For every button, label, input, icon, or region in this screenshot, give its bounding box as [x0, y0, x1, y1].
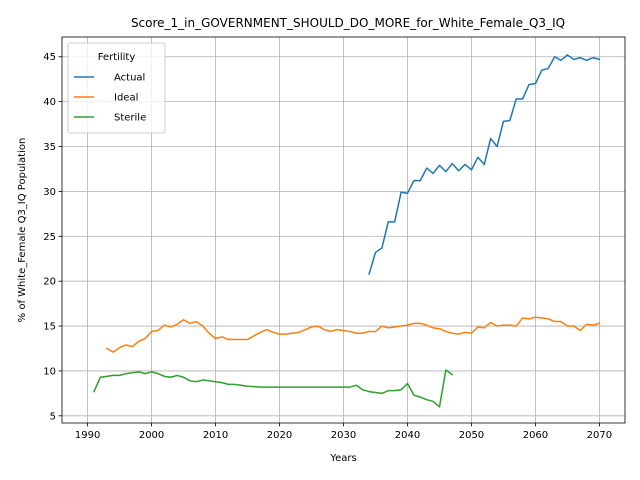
y-tick-label: 35: [43, 142, 56, 153]
x-tick-label: 2050: [459, 430, 484, 441]
y-tick-label: 25: [43, 232, 56, 243]
series-lines: [92, 54, 601, 408]
x-tick-label: 2060: [523, 430, 548, 441]
y-axis-ticks: 5 10 15 20 25 30 35 40 45: [43, 52, 62, 422]
y-tick-label: 45: [43, 52, 56, 63]
x-axis-label: Years: [329, 453, 356, 464]
legend-label-ideal: Ideal: [114, 93, 138, 104]
legend: Fertility Actual Ideal Sterile: [67, 42, 166, 134]
y-tick-label: 20: [43, 277, 56, 288]
x-tick-label: 2040: [395, 430, 420, 441]
x-tick-label: 2030: [331, 430, 356, 441]
legend-label-actual: Actual: [114, 73, 145, 84]
legend-label-sterile: Sterile: [114, 113, 146, 124]
x-axis-ticks: 1990 2000 2010 2020 2030 2040 2050 2060 2070: [75, 423, 612, 441]
legend-title: Fertility: [98, 52, 136, 63]
series-line-sterile: [92, 369, 454, 408]
y-tick-label: 15: [43, 322, 56, 333]
x-tick-label: 2020: [267, 430, 292, 441]
legend-frame: [67, 42, 166, 134]
x-tick-label: 2000: [139, 430, 164, 441]
y-axis-label: % of White_Female Q3_IQ Population: [17, 138, 28, 323]
legend-entries: Actual Ideal Sterile: [74, 73, 146, 124]
y-tick-label: 30: [43, 187, 56, 198]
chart-title: Score_1_in_GOVERNMENT_SHOULD_DO_MORE_for…: [131, 16, 565, 30]
series-line-ideal: [105, 316, 601, 353]
grid: [62, 37, 625, 423]
x-tick-label: 1990: [75, 430, 100, 441]
y-tick-label: 10: [43, 366, 56, 377]
y-tick-label: 40: [43, 97, 56, 108]
series-line-actual: [368, 54, 601, 275]
y-tick-label: 5: [50, 411, 56, 422]
x-tick-label: 2010: [203, 430, 228, 441]
x-tick-label: 2070: [587, 430, 612, 441]
